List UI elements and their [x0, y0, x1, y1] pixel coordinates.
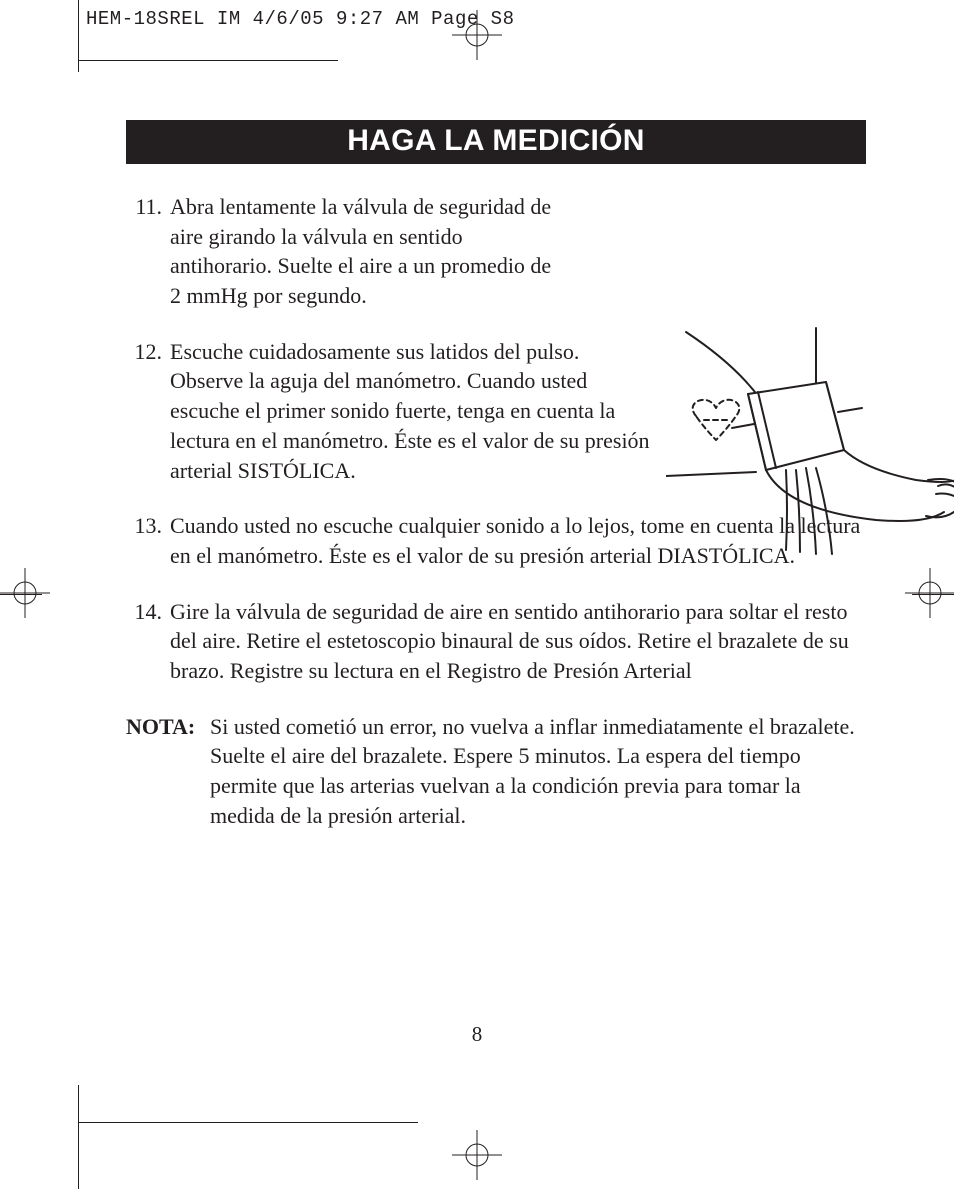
page-content: HAGA LA MEDICIÓN 11. Abra lentamente la …: [126, 120, 866, 830]
note-text: Si usted cometió un error, no vuelva a i…: [210, 712, 866, 831]
step-number: 12.: [126, 337, 170, 485]
crop-mark: [78, 1085, 79, 1189]
arm-cuff-illustration: [666, 320, 954, 585]
crop-mark: [78, 0, 79, 72]
registration-mark-icon: [0, 568, 50, 618]
page-number: 8: [0, 1022, 954, 1047]
step-text: Gire la válvula de seguridad de aire en …: [170, 597, 866, 686]
step-item: 14. Gire la válvula de seguridad de aire…: [126, 597, 866, 686]
step-text: Abra lentamente la válvula de seguridad …: [170, 192, 560, 311]
crop-mark: [78, 1122, 418, 1123]
registration-mark-icon: [452, 1130, 502, 1180]
step-text: Escuche cuidadosamente sus latidos del p…: [170, 337, 650, 485]
printer-slug: HEM-18SREL IM 4/6/05 9:27 AM Page S8: [86, 8, 514, 30]
section-title: HAGA LA MEDICIÓN: [126, 120, 866, 164]
crop-mark: [78, 60, 338, 61]
step-number: 11.: [126, 192, 170, 311]
step-number: 13.: [126, 511, 170, 570]
note-block: NOTA: Si usted cometió un error, no vuel…: [126, 712, 866, 831]
note-label: NOTA:: [126, 712, 210, 831]
step-number: 14.: [126, 597, 170, 686]
step-item: 11. Abra lentamente la válvula de seguri…: [126, 192, 866, 311]
registration-mark-icon: [452, 10, 502, 60]
